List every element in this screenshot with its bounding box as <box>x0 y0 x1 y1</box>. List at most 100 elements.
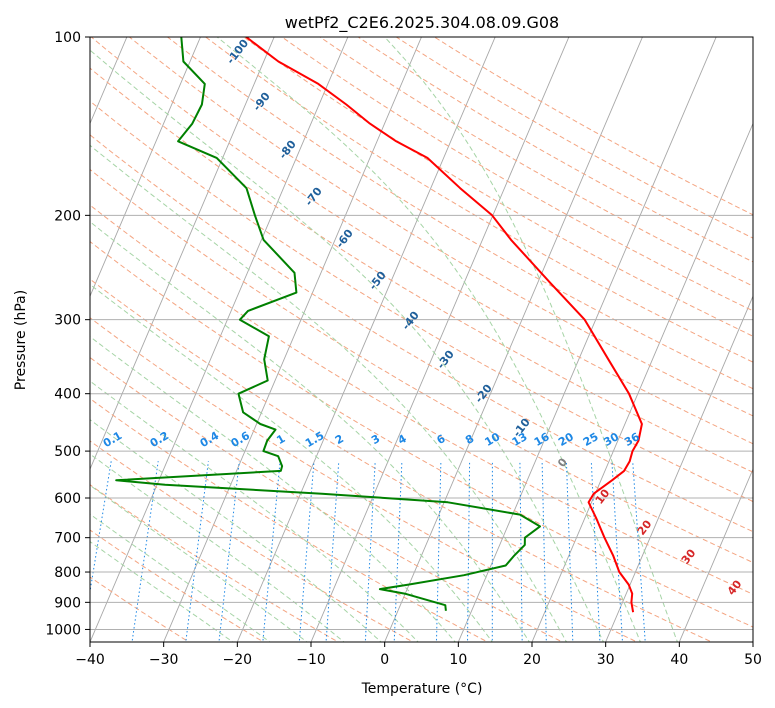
dry-adiabat-line <box>90 241 753 628</box>
x-tick-label: 20 <box>523 652 541 668</box>
x-tick-label: 50 <box>744 652 762 668</box>
moist-adiabat-line <box>90 419 382 642</box>
mixing-ratio-label: 8 <box>463 432 476 447</box>
dry-adiabat-line <box>90 529 265 642</box>
y-tick-label: 700 <box>54 531 81 547</box>
x-tick-label: 10 <box>449 652 467 668</box>
y-tick-label: 100 <box>54 30 81 46</box>
x-axis: −40 −30 −20 −10 0 10 20 30 40 50 <box>75 642 762 668</box>
mixing-ratio-label: 16 <box>532 430 552 449</box>
dry-adiabat-line <box>90 168 753 564</box>
dry-adiabat-label: 40 <box>725 577 745 597</box>
y-axis: 1000 900 800 700 600 500 400 300 200 100 <box>45 30 90 638</box>
mixing-ratio-line <box>393 461 403 642</box>
x-tick-label: −40 <box>75 652 105 668</box>
isotherm-line <box>90 37 349 642</box>
moist-adiabat-line <box>90 484 308 642</box>
dry-adiabat-label: -40 <box>399 309 422 333</box>
mixing-ratio-line <box>90 461 112 595</box>
temperature-line <box>245 37 643 613</box>
y-tick-label: 200 <box>54 208 81 224</box>
dry-adiabat-label: -90 <box>250 90 273 114</box>
mixing-ratio-line <box>541 461 547 642</box>
mixing-ratio-label: 25 <box>581 430 601 449</box>
y-tick-label: 400 <box>54 387 81 403</box>
dry-adiabat-label: -20 <box>472 382 495 406</box>
mixing-ratio-line <box>298 461 315 642</box>
mixing-ratio-line <box>565 461 574 642</box>
mixing-ratio-line <box>519 461 523 642</box>
dry-adiabat-label: -30 <box>434 348 457 372</box>
dry-adiabat-label: -80 <box>276 138 299 162</box>
y-tick-label: 900 <box>54 595 81 611</box>
background-lines <box>0 24 753 645</box>
isotherm-line <box>0 24 59 645</box>
mixing-ratio-line <box>325 461 340 642</box>
mixing-ratio-line <box>131 461 159 642</box>
dry-adiabat-line <box>90 134 753 533</box>
x-tick-label: 40 <box>670 652 688 668</box>
mixing-ratio-label: 30 <box>601 430 621 449</box>
moist-adiabat-line <box>216 37 642 642</box>
mixing-ratio-line <box>262 461 281 642</box>
isotherm-line <box>457 37 717 642</box>
mixing-ratio-label: 0.1 <box>101 429 124 450</box>
mixing-ratio-line <box>364 461 376 642</box>
mixing-ratio-label: 2 <box>333 432 346 447</box>
dry-adiabat-line <box>90 356 564 642</box>
dry-adiabat-line <box>90 67 753 473</box>
dry-adiabat-line <box>166 37 753 390</box>
dry-adiabat-label: -50 <box>366 269 389 293</box>
mixing-ratio-label: 1.5 <box>303 429 326 450</box>
y-tick-label: 500 <box>54 444 81 460</box>
mixing-ratio-label: 20 <box>556 430 576 449</box>
data-lines <box>115 37 643 613</box>
x-tick-label: 0 <box>380 652 389 668</box>
mixing-ratio-line <box>185 461 209 642</box>
isotherm-line <box>384 37 643 642</box>
dry-adiabat-line <box>319 37 753 287</box>
mixing-ratio-line <box>467 461 471 642</box>
dry-adiabat-line <box>395 37 753 239</box>
x-tick-label: −20 <box>223 652 253 668</box>
isotherm-line <box>605 295 753 642</box>
isotherm-line <box>163 37 422 642</box>
isotherm-line <box>90 37 201 298</box>
isotherm-line <box>531 122 753 642</box>
x-axis-label: Temperature (°C) <box>361 681 483 697</box>
mixing-ratio-line <box>632 461 646 642</box>
dry-adiabat-line <box>90 37 753 445</box>
isotherm-line <box>678 467 753 642</box>
moist-adiabat-line <box>90 540 234 642</box>
dry-adiabat-line <box>128 37 753 417</box>
mixing-ratio-line <box>611 461 623 642</box>
moist-adiabat-line <box>90 283 493 642</box>
dry-adiabat-line <box>90 317 639 642</box>
plot-frame <box>89 36 754 643</box>
y-tick-label: 800 <box>54 565 81 581</box>
x-tick-label: −30 <box>149 652 179 668</box>
dry-adiabat-line <box>357 37 753 263</box>
dry-adiabat-line <box>204 37 753 363</box>
dry-adiabat-label: 10 <box>593 486 613 506</box>
dry-adiabat-line <box>90 204 753 595</box>
y-tick-label: 300 <box>54 313 81 329</box>
dry-adiabat-line <box>90 278 713 642</box>
mixing-ratio-label: 0.6 <box>229 429 253 450</box>
x-tick-label: −10 <box>296 652 326 668</box>
y-tick-label: 600 <box>54 491 81 507</box>
moist-adiabat-line <box>90 513 271 642</box>
dry-adiabat-label: 30 <box>679 546 699 566</box>
mixing-ratio-label: 0.2 <box>148 429 171 450</box>
moist-adiabat-line <box>90 144 568 642</box>
mixing-ratio-line <box>218 461 240 642</box>
dry-adiabat-line <box>90 440 414 642</box>
isotherm-line <box>310 37 570 642</box>
mixing-ratio-line <box>435 461 442 642</box>
mixing-ratio-line <box>590 461 601 642</box>
isotherm-line <box>90 37 275 471</box>
moist-adiabat-line <box>90 380 419 642</box>
dry-adiabat-label: -70 <box>302 185 325 209</box>
y-tick-label: 1000 <box>45 622 81 638</box>
